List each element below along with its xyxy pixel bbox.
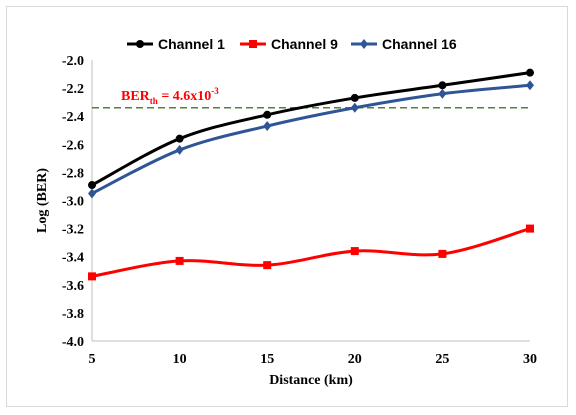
legend: Channel 1 Channel 9 Channel 16 (127, 36, 457, 52)
y-axis-ticks: -2.0 -2.2 -2.4 -2.6 -2.8 -3.0 -3.2 -3.4 -3.6 -3.8… (62, 54, 84, 350)
series-line (91, 227, 531, 278)
data-point (350, 247, 359, 256)
data-point (175, 134, 184, 143)
legend-swatch-marker (136, 40, 144, 48)
y-tick-label: -3.4 (62, 251, 84, 266)
threshold-annotation-part-2: = 4.6x10 (158, 89, 211, 104)
legend-label: Channel 9 (271, 36, 338, 52)
legend-item: Channel 16 (351, 36, 457, 52)
y-tick-label: -2.4 (62, 110, 84, 125)
y-tick-label: -2.6 (62, 138, 84, 153)
legend-swatch-marker (249, 40, 257, 48)
data-point (350, 93, 359, 102)
threshold-annotation-part-3: -3 (211, 86, 219, 96)
y-tick-label: -3.0 (62, 195, 84, 210)
data-point (438, 88, 447, 99)
threshold-annotation-part-0: BER (121, 89, 151, 104)
data-point (526, 224, 534, 233)
y-axis-title: Log (BER) (35, 168, 50, 233)
data-point (88, 272, 96, 281)
x-tick-label: 25 (435, 352, 449, 367)
x-tick-label: 5 (89, 352, 96, 367)
x-tick-label: 30 (523, 352, 537, 367)
data-point (526, 80, 534, 91)
chart-frame (6, 6, 568, 407)
x-axis-ticks: 5 10 15 20 25 30 (89, 352, 538, 367)
threshold-annotation: BERth = 4.6x10-3 (121, 86, 219, 106)
legend-label: Channel 16 (382, 36, 457, 52)
data-point (263, 121, 272, 132)
data-point (88, 188, 96, 199)
series-channel-1 (88, 68, 534, 190)
legend-label: Channel 1 (158, 36, 225, 52)
data-point (175, 144, 184, 155)
y-tick-label: -3.8 (62, 307, 84, 322)
y-tick-label: -2.8 (62, 166, 84, 181)
data-point (350, 102, 359, 113)
series-group (88, 68, 534, 281)
series-channel-9 (88, 224, 534, 281)
y-tick-label: -3.6 (62, 279, 84, 294)
x-tick-label: 15 (260, 352, 274, 367)
legend-item: Channel 1 (127, 36, 225, 52)
data-point (175, 256, 184, 265)
axes (91, 60, 530, 342)
y-tick-label: -2.2 (62, 82, 84, 97)
data-point (263, 261, 272, 270)
data-point (88, 181, 96, 190)
series-line (91, 83, 531, 195)
series-channel-16 (88, 80, 534, 199)
y-tick-label: -3.2 (62, 223, 84, 238)
series-line (91, 71, 531, 187)
data-point (263, 110, 272, 119)
data-point (526, 68, 534, 77)
data-point (438, 81, 447, 90)
y-tick-label: -2.0 (62, 54, 84, 69)
x-tick-label: 20 (348, 352, 362, 367)
legend-swatch-marker (360, 39, 368, 49)
threshold-annotation-part-1: th (150, 96, 158, 106)
data-point (438, 249, 447, 258)
x-axis-title: Distance (km) (269, 373, 353, 388)
x-tick-label: 10 (173, 352, 187, 367)
y-tick-label: -4.0 (62, 335, 84, 350)
legend-item: Channel 9 (240, 36, 338, 52)
